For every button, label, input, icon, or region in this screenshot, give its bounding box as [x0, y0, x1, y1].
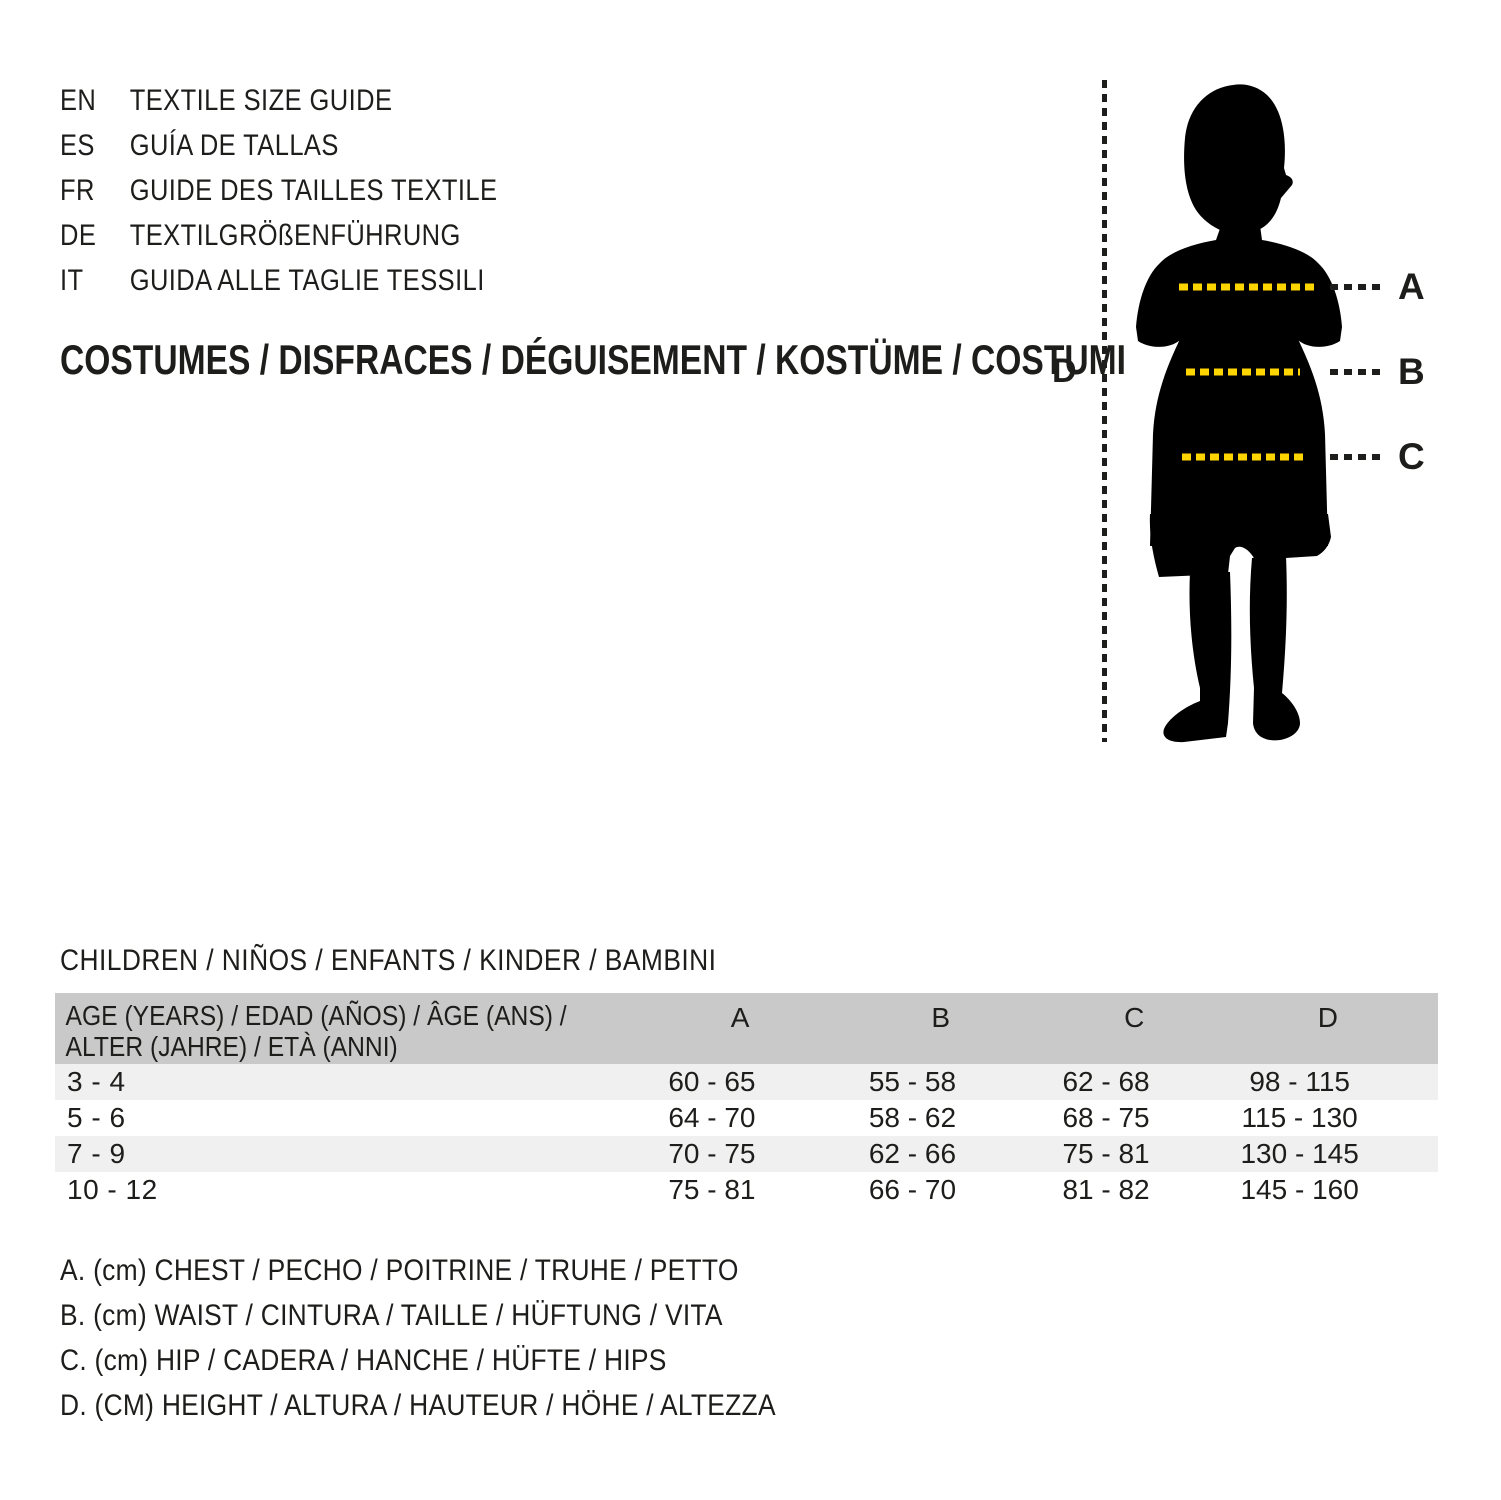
legend-item-waist: B. (cm) WAIST / CINTURA / TAILLE / HÜFTU…	[60, 1298, 723, 1332]
table-row: 10 - 12 75 - 81 66 - 70 81 - 82 145 - 16…	[55, 1172, 1438, 1208]
age-column-header-line1: AGE (YEARS) / EDAD (AÑOS) / ÂGE (ANS) /	[65, 1000, 567, 1031]
measurement-legend: A. (cm) CHEST / PECHO / POITRINE / TRUHE…	[60, 1248, 873, 1428]
hip-cell: 75 - 81	[1062, 1138, 1150, 1169]
height-measure-label: D	[1052, 352, 1077, 390]
language-code: FR	[60, 173, 95, 207]
chest-leader-line	[1330, 284, 1386, 290]
language-code: EN	[60, 83, 97, 117]
height-dashed-line	[1102, 80, 1107, 742]
language-list: EN TEXTILE SIZE GUIDE ES GUÍA DE TALLAS …	[60, 78, 497, 303]
page-title: COSTUMES / DISFRACES / DÉGUISEMENT / KOS…	[60, 336, 1126, 383]
table-row: 3 - 4 60 - 65 55 - 58 62 - 68 98 - 115	[55, 1064, 1438, 1100]
child-silhouette-icon	[1136, 84, 1342, 743]
age-cell: 5 - 6	[67, 1102, 126, 1133]
language-code: IT	[60, 263, 84, 297]
section-heading-children: CHILDREN / NIÑOS / ENFANTS / KINDER / BA…	[60, 944, 717, 977]
language-label: TEXTILGRÖßENFÜHRUNG	[129, 218, 461, 252]
waist-leader-line	[1330, 369, 1386, 375]
column-header-b: B	[931, 1002, 950, 1033]
legend-item-hip: C. (cm) HIP / CADERA / HANCHE / HÜFTE / …	[60, 1343, 667, 1377]
hip-leader-line	[1330, 454, 1386, 460]
chest-measure-label: A	[1398, 266, 1425, 307]
waist-measure-label: B	[1398, 351, 1425, 392]
language-row-de: DE TEXTILGRÖßENFÜHRUNG	[60, 213, 497, 258]
language-label: TEXTILE SIZE GUIDE	[129, 83, 393, 117]
size-table: AGE (YEARS) / EDAD (AÑOS) / ÂGE (ANS) / …	[55, 993, 1438, 1208]
language-label: GUIDE DES TAILLES TEXTILE	[129, 173, 498, 207]
age-cell: 3 - 4	[67, 1066, 126, 1097]
language-code: DE	[60, 218, 97, 252]
height-cell: 130 - 145	[1240, 1138, 1359, 1169]
size-table-header: AGE (YEARS) / EDAD (AÑOS) / ÂGE (ANS) / …	[55, 993, 1438, 1064]
age-cell: 7 - 9	[67, 1138, 126, 1169]
column-header-c: C	[1124, 1002, 1145, 1033]
chest-cell: 60 - 65	[668, 1066, 756, 1097]
child-silhouette-shapes	[1136, 84, 1342, 743]
height-cell: 115 - 130	[1241, 1102, 1358, 1133]
column-header-a: A	[730, 1002, 750, 1033]
age-column-header: AGE (YEARS) / EDAD (AÑOS) / ÂGE (ANS) / …	[55, 993, 567, 1062]
waist-cell: 55 - 58	[868, 1066, 957, 1097]
column-header-d: D	[1317, 1002, 1338, 1033]
chest-cell: 75 - 81	[668, 1174, 756, 1205]
hip-cell: 62 - 68	[1062, 1066, 1150, 1097]
waist-cell: 62 - 66	[868, 1138, 957, 1169]
language-row-es: ES GUÍA DE TALLAS	[60, 123, 497, 168]
legend-item-chest: A. (cm) CHEST / PECHO / POITRINE / TRUHE…	[60, 1253, 739, 1287]
legend-item-height: D. (CM) HEIGHT / ALTURA / HAUTEUR / HÖHE…	[60, 1388, 776, 1422]
age-cell: 10 - 12	[67, 1174, 158, 1205]
height-cell: 98 - 115	[1249, 1066, 1350, 1097]
language-row-it: IT GUIDA ALLE TAGLIE TESSILI	[60, 258, 497, 303]
height-cell: 145 - 160	[1240, 1174, 1359, 1205]
waist-cell: 58 - 62	[868, 1102, 957, 1133]
hip-cell: 68 - 75	[1062, 1102, 1150, 1133]
language-row-en: EN TEXTILE SIZE GUIDE	[60, 78, 497, 123]
table-row: 5 - 6 64 - 70 58 - 62 68 - 75 115 - 130	[55, 1100, 1438, 1136]
language-code: ES	[60, 128, 95, 162]
language-row-fr: FR GUIDE DES TAILLES TEXTILE	[60, 168, 497, 213]
table-row: 7 - 9 70 - 75 62 - 66 75 - 81 130 - 145	[55, 1136, 1438, 1172]
age-column-header-line2: ALTER (JAHRE) / ETÀ (ANNI)	[65, 1031, 398, 1062]
language-label: GUIDA ALLE TAGLIE TESSILI	[129, 263, 485, 297]
hip-cell: 81 - 82	[1062, 1174, 1150, 1205]
chest-cell: 64 - 70	[668, 1102, 756, 1133]
language-label: GUÍA DE TALLAS	[129, 128, 339, 162]
hip-measure-label: C	[1398, 436, 1425, 477]
waist-cell: 66 - 70	[868, 1174, 957, 1205]
chest-cell: 70 - 75	[668, 1138, 756, 1169]
